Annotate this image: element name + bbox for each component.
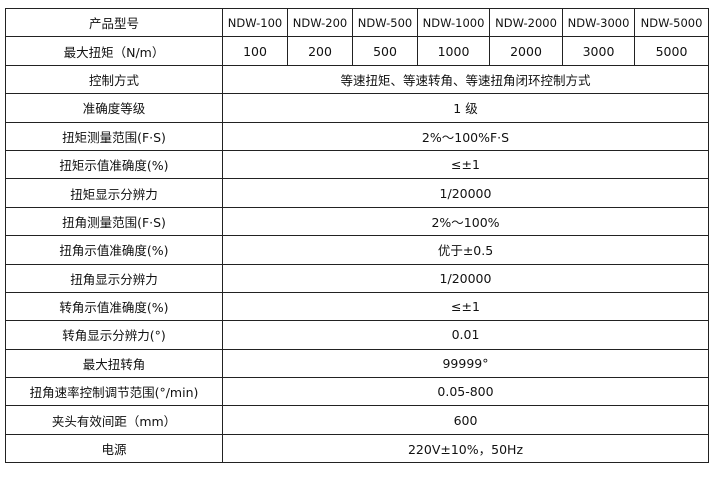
spec-value: 1 级 bbox=[222, 93, 709, 123]
spec-value: 99999° bbox=[222, 348, 709, 379]
spec-label: 最大扭转角 bbox=[5, 348, 223, 379]
spec-label: 扭角显示分辨力 bbox=[5, 263, 223, 293]
spec-label: 转角显示分辨力(°) bbox=[5, 320, 223, 350]
model-label: 产品型号 bbox=[5, 7, 223, 38]
spec-label: 控制方式 bbox=[5, 64, 223, 95]
spec-row: 扭角速率控制调节范围(°/min) 0.05-800 bbox=[5, 377, 709, 407]
model-cell: NDW-500 bbox=[352, 7, 418, 38]
model-cell: NDW-1000 bbox=[417, 7, 490, 38]
spec-value: 0.01 bbox=[222, 320, 709, 350]
spec-row: 转角示值准确度(%) ≤±1 bbox=[5, 291, 709, 322]
spec-value: ≤±1 bbox=[222, 291, 709, 322]
spec-value: 2%～100% bbox=[222, 206, 709, 237]
max-torque-label: 最大扭矩（N/m） bbox=[5, 36, 223, 66]
spec-value: 0.05-800 bbox=[222, 377, 709, 407]
spec-label: 夹头有效间距（mm） bbox=[5, 405, 223, 435]
spec-row: 控制方式 等速扭矩、等速转角、等速扭角闭环控制方式 bbox=[5, 64, 709, 95]
torque-cell: 5000 bbox=[634, 36, 709, 66]
spec-row: 电源 220V±10%，50Hz bbox=[5, 433, 709, 464]
torque-cell: 200 bbox=[287, 36, 353, 66]
spec-row: 扭角示值准确度(%) 优于±0.5 bbox=[5, 235, 709, 265]
spec-label: 扭角测量范围(F·S) bbox=[5, 206, 223, 237]
spec-label: 转角示值准确度(%) bbox=[5, 291, 223, 322]
model-row: 产品型号 NDW-100 NDW-200 NDW-500 NDW-1000 ND… bbox=[5, 7, 709, 38]
spec-row: 扭角测量范围(F·S) 2%～100% bbox=[5, 206, 709, 237]
torque-cell: 500 bbox=[352, 36, 418, 66]
spec-value: 220V±10%，50Hz bbox=[222, 433, 709, 464]
spec-value: ≤±1 bbox=[222, 149, 709, 180]
spec-row: 扭矩示值准确度(%) ≤±1 bbox=[5, 149, 709, 180]
torque-cell: 100 bbox=[222, 36, 288, 66]
model-cell: NDW-3000 bbox=[562, 7, 635, 38]
model-cell: NDW-5000 bbox=[634, 7, 709, 38]
spec-label: 扭矩示值准确度(%) bbox=[5, 149, 223, 180]
spec-label: 扭角速率控制调节范围(°/min) bbox=[5, 377, 223, 407]
torque-cell: 1000 bbox=[417, 36, 490, 66]
spec-value: 1/20000 bbox=[222, 178, 709, 208]
spec-value: 2%～100%F·S bbox=[222, 121, 709, 151]
max-torque-row: 最大扭矩（N/m） 100 200 500 1000 2000 3000 500… bbox=[5, 36, 709, 66]
spec-row: 扭矩显示分辨力 1/20000 bbox=[5, 178, 709, 208]
model-cell: NDW-200 bbox=[287, 7, 353, 38]
spec-label: 准确度等级 bbox=[5, 93, 223, 123]
spec-row: 扭矩测量范围(F·S) 2%～100%F·S bbox=[5, 121, 709, 151]
model-cell: NDW-100 bbox=[222, 7, 288, 38]
spec-row: 准确度等级 1 级 bbox=[5, 93, 709, 123]
model-cell: NDW-2000 bbox=[489, 7, 563, 38]
spec-label: 扭矩显示分辨力 bbox=[5, 178, 223, 208]
spec-row: 转角显示分辨力(°) 0.01 bbox=[5, 320, 709, 350]
spec-value: 1/20000 bbox=[222, 263, 709, 293]
spec-label: 扭角示值准确度(%) bbox=[5, 235, 223, 265]
spec-row: 扭角显示分辨力 1/20000 bbox=[5, 263, 709, 293]
spec-value: 600 bbox=[222, 405, 709, 435]
spec-row: 最大扭转角 99999° bbox=[5, 348, 709, 379]
spec-label: 电源 bbox=[5, 433, 223, 464]
torque-cell: 2000 bbox=[489, 36, 563, 66]
spec-row: 夹头有效间距（mm） 600 bbox=[5, 405, 709, 435]
spec-value: 优于±0.5 bbox=[222, 235, 709, 265]
torque-cell: 3000 bbox=[562, 36, 635, 66]
spec-value: 等速扭矩、等速转角、等速扭角闭环控制方式 bbox=[222, 64, 709, 95]
spec-label: 扭矩测量范围(F·S) bbox=[5, 121, 223, 151]
spec-table: 产品型号 NDW-100 NDW-200 NDW-500 NDW-1000 ND… bbox=[5, 7, 709, 464]
